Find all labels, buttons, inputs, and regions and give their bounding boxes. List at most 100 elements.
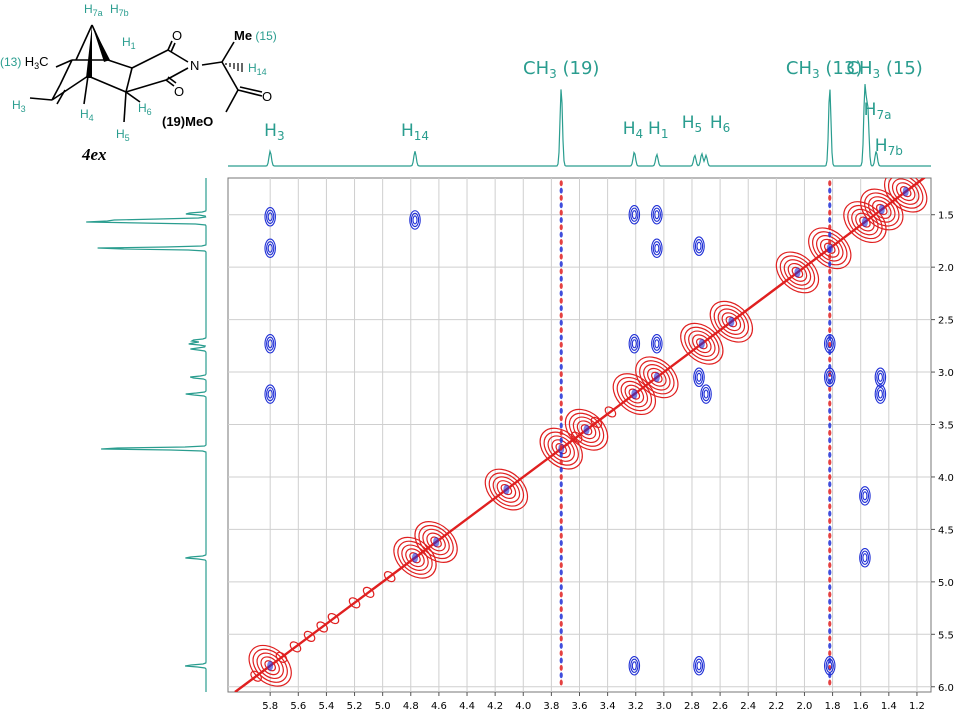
diagonal-peak-contour bbox=[680, 322, 724, 365]
t1-noise-mark bbox=[828, 275, 832, 282]
t1-noise-mark bbox=[828, 253, 832, 260]
t1-noise-mark bbox=[559, 584, 563, 591]
t1-noise-mark bbox=[828, 400, 832, 407]
diagonal-peak-contour bbox=[651, 371, 663, 383]
cross-peak-contour bbox=[651, 204, 663, 225]
t1-noise-mark bbox=[828, 261, 832, 268]
cross-peak-contour bbox=[824, 333, 836, 354]
t1-noise-mark bbox=[828, 209, 832, 216]
t1-noise-mark bbox=[559, 312, 563, 319]
t1-noise-mark bbox=[828, 576, 832, 583]
t1-noise-mark bbox=[559, 554, 563, 561]
t1-noise-mark bbox=[559, 187, 563, 194]
diagonal-peak-contour bbox=[612, 373, 657, 416]
t1-noise-mark bbox=[828, 481, 832, 488]
cross-peak-contour bbox=[876, 370, 885, 385]
t1-noise-mark bbox=[559, 422, 563, 429]
t1-noise-mark bbox=[559, 444, 563, 451]
diagonal-peak-contour bbox=[564, 408, 609, 451]
t1-noise-mark bbox=[828, 459, 832, 466]
diagonal-peak-contour bbox=[696, 338, 708, 350]
x-tick-label: 5.6 bbox=[290, 701, 306, 712]
t1-noise-mark bbox=[559, 216, 563, 223]
diagonal-peak-core bbox=[902, 186, 909, 197]
cross-peak-contour bbox=[264, 238, 276, 259]
t1-noise-mark bbox=[559, 371, 563, 378]
diagonal-peak-contour bbox=[418, 524, 454, 560]
cross-peak-contour bbox=[696, 661, 702, 671]
t1-noise-mark bbox=[828, 268, 832, 275]
t1-noise-mark bbox=[828, 238, 832, 245]
diagonal-minor-peak bbox=[362, 586, 375, 598]
t1-noise-mark bbox=[559, 451, 563, 458]
t1-noise-mark bbox=[828, 503, 832, 510]
me19-label: (19)MeO bbox=[162, 114, 213, 129]
h4-label: H4 bbox=[80, 107, 94, 123]
t1-noise-mark bbox=[559, 518, 563, 525]
diagonal-peak-contour bbox=[500, 483, 513, 496]
x-tick-label: 2.2 bbox=[768, 701, 784, 712]
diagonal-peak-contour bbox=[864, 192, 900, 227]
t1-noise-mark bbox=[828, 554, 832, 561]
diagonal-peak-contour bbox=[725, 316, 738, 328]
cross-peak-contour bbox=[696, 372, 702, 382]
diagonal-peak-contour bbox=[260, 656, 280, 676]
diagonal-peak-contour bbox=[568, 412, 605, 447]
t1-noise-mark bbox=[828, 305, 832, 312]
t1-noise-mark bbox=[828, 606, 832, 613]
cross-peak-contour bbox=[827, 372, 833, 382]
y-tick-label: 2.0 bbox=[938, 263, 954, 274]
cross-peak-contour bbox=[874, 367, 887, 388]
t1-noise-mark bbox=[828, 466, 832, 473]
t1-noise-mark bbox=[559, 429, 563, 436]
diagonal-minor-peak bbox=[604, 406, 617, 418]
compound-label: 4ex bbox=[81, 145, 107, 164]
t1-noise-mark bbox=[828, 187, 832, 194]
x-tick-label: 3.8 bbox=[543, 701, 559, 712]
diagonal-peak-contour bbox=[555, 443, 568, 455]
t1-noise-mark bbox=[559, 341, 563, 348]
diagonal-peak-contour bbox=[721, 312, 742, 332]
cross-peak-contour bbox=[628, 204, 641, 225]
left-projection bbox=[86, 178, 207, 692]
diagonal-peak-contour bbox=[616, 376, 653, 412]
t1-noise-mark bbox=[559, 613, 563, 620]
t1-noise-mark bbox=[828, 510, 832, 517]
t1-noise-mark bbox=[559, 620, 563, 627]
t1-noise-mark bbox=[828, 297, 832, 304]
t1-noise-mark bbox=[828, 180, 832, 187]
x-tick-label: 5.0 bbox=[375, 701, 391, 712]
diagonal-peak-contour bbox=[819, 238, 840, 258]
t1-noise-mark bbox=[828, 437, 832, 444]
diagonal-peak-contour bbox=[543, 431, 579, 466]
diagonal-peak-core bbox=[878, 204, 885, 215]
t1-noise-mark bbox=[828, 312, 832, 319]
x-tick-label: 1.6 bbox=[853, 701, 869, 712]
cross-peak-contour bbox=[628, 656, 641, 676]
contour-layer bbox=[234, 178, 928, 692]
top-projection bbox=[228, 84, 931, 167]
t1-noise-mark bbox=[828, 642, 832, 649]
cross-peak-contour bbox=[859, 547, 871, 568]
t1-noise-mark bbox=[559, 466, 563, 473]
cross-peak-contour bbox=[825, 658, 834, 673]
x-tick-label: 5.8 bbox=[262, 701, 278, 712]
x-tick-label: 2.8 bbox=[684, 701, 700, 712]
diagonal-peak-contour bbox=[547, 435, 575, 462]
t1-noise-mark bbox=[828, 525, 832, 532]
x-tick-label: 3.6 bbox=[572, 701, 588, 712]
cross-peak-contour bbox=[409, 210, 421, 230]
t1-noise-mark bbox=[559, 503, 563, 510]
t1-noise-mark bbox=[828, 547, 832, 554]
diagonal-peak-contour bbox=[576, 420, 597, 440]
cross-peak-contour bbox=[631, 210, 637, 220]
cross-peak-contour bbox=[876, 386, 885, 402]
diagonal-peak-contour bbox=[688, 330, 716, 358]
cross-peak-contour bbox=[264, 333, 276, 354]
peak-label: H5 bbox=[682, 113, 702, 135]
diagonal-peak-core bbox=[503, 484, 510, 495]
t1-noise-mark bbox=[828, 495, 832, 502]
diagonal-peak-contour bbox=[620, 380, 649, 408]
peak-label: H3 bbox=[264, 121, 284, 143]
diagonal-peak-contour bbox=[551, 439, 571, 459]
